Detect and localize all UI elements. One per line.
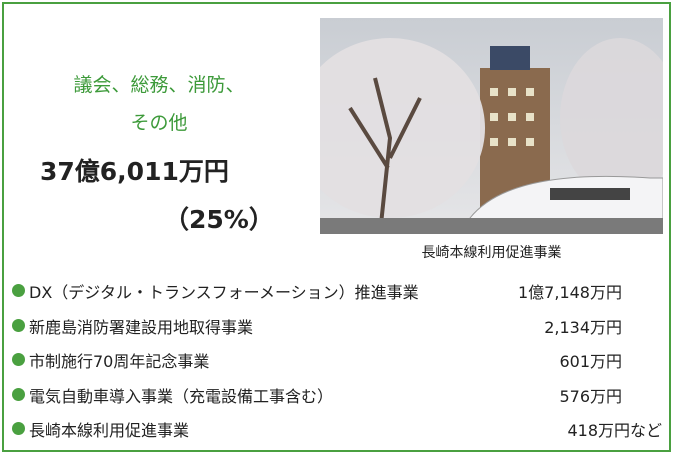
bullet: [12, 388, 25, 401]
list-item: 新鹿島消防署建設用地取得事業 2,134万円: [12, 311, 662, 341]
list-item: 市制施行70周年記念事業 601万円: [12, 345, 662, 375]
photo-caption: 長崎本線利用促進事業: [320, 242, 663, 262]
amount: 37億6,011万円: [40, 152, 229, 188]
item-amount: 418万円など: [567, 417, 662, 441]
item-name: 市制施行70周年記念事業: [29, 348, 209, 372]
item-name: 電気自動車導入事業（充電設備工事含む）: [29, 383, 333, 407]
list-item: DX（デジタル・トランスフォーメーション）推進事業 1億7,148万円: [12, 276, 662, 306]
item-amount: 576万円: [559, 383, 622, 407]
heading-line: 議会、総務、消防、: [4, 70, 314, 97]
item-name: 長崎本線利用促進事業: [29, 417, 189, 441]
list-item: 長崎本線利用促進事業 418万円など: [12, 414, 662, 444]
bullet: [12, 353, 25, 366]
item-name: 新鹿島消防署建設用地取得事業: [29, 314, 253, 338]
page: 議会、総務、消防、 その他 37億6,011万円 （25%） 長崎本線利用促進事…: [0, 0, 673, 454]
bullet: [12, 319, 25, 332]
bullet: [12, 284, 25, 297]
panel: 議会、総務、消防、 その他 37億6,011万円 （25%） 長崎本線利用促進事…: [2, 2, 671, 452]
bullet: [12, 422, 25, 435]
item-amount: 2,134万円: [544, 314, 622, 338]
share: （25%）: [164, 200, 274, 236]
item-amount: 601万円: [559, 348, 622, 372]
heading-line: その他: [4, 108, 314, 135]
list-item: 電気自動車導入事業（充電設備工事含む） 576万円: [12, 380, 662, 410]
photo: [320, 18, 663, 234]
item-amount: 1億7,148万円: [518, 279, 622, 303]
item-name: DX（デジタル・トランスフォーメーション）推進事業: [29, 279, 419, 303]
